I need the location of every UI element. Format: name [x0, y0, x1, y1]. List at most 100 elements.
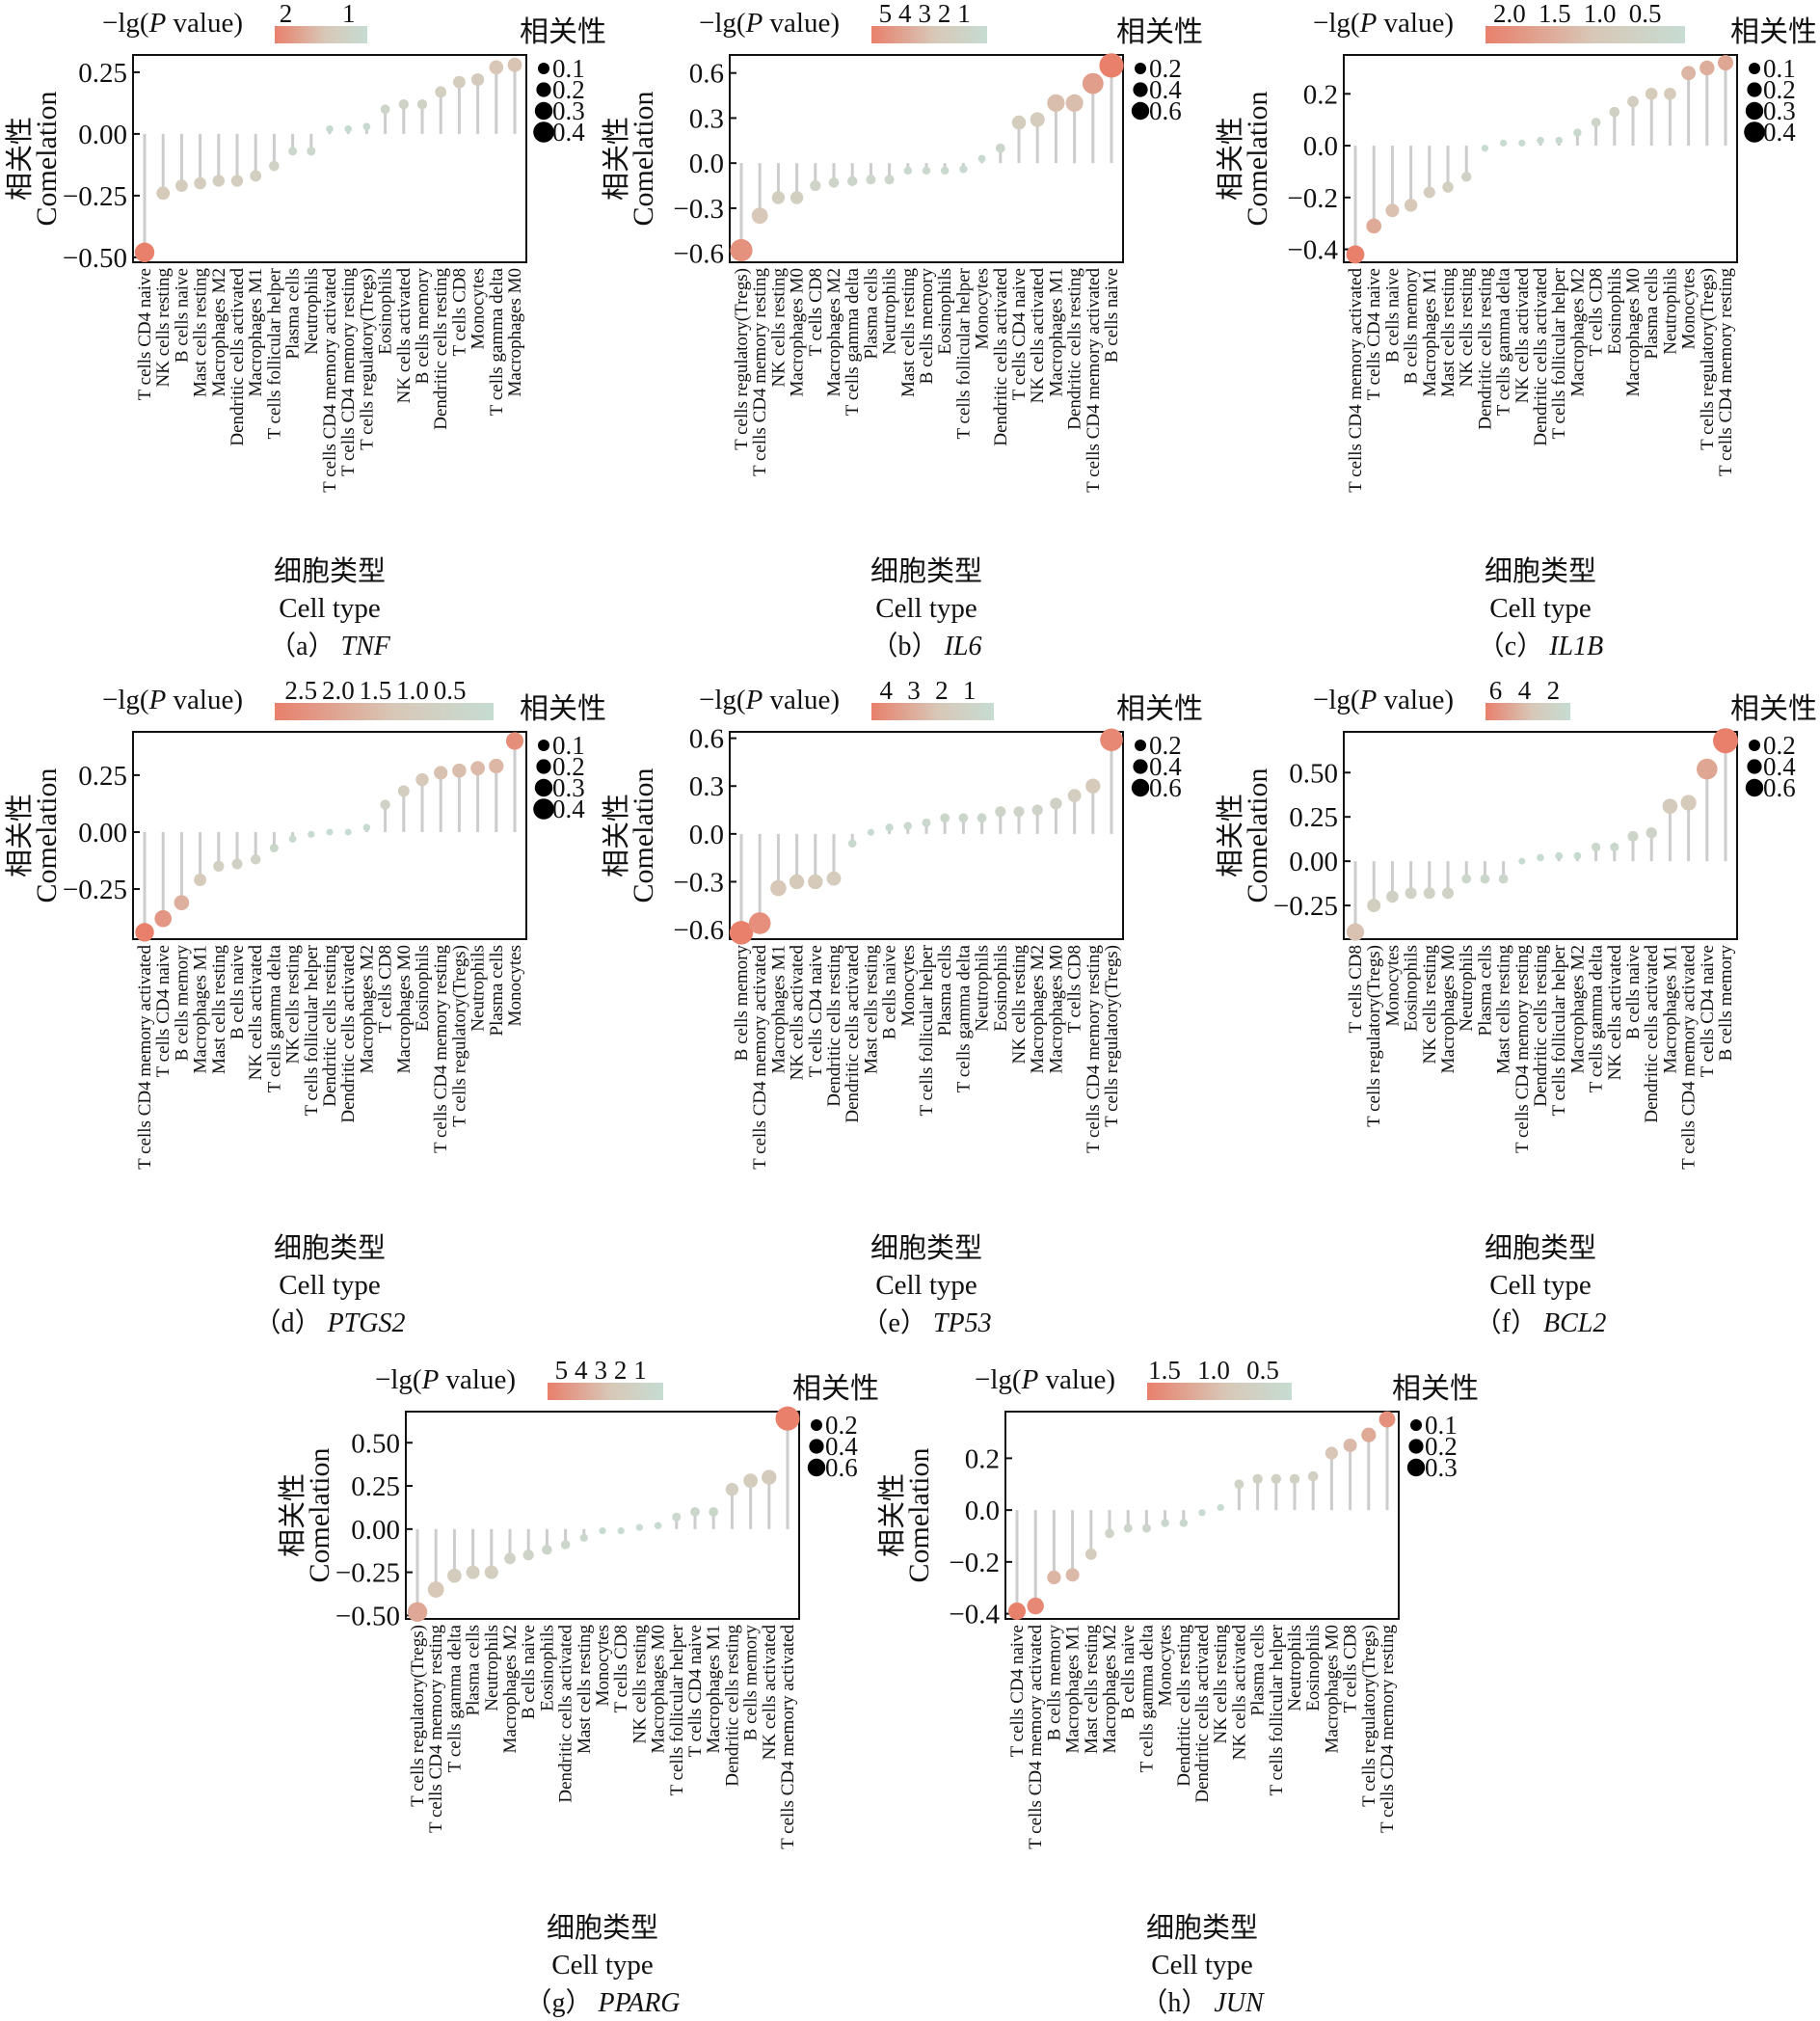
lollipop-dot — [1518, 857, 1526, 865]
lollipop-dot — [922, 818, 931, 827]
y-axis-title-en: Comelation — [628, 92, 659, 227]
colorbar — [548, 1383, 663, 1400]
x-tick-label: T cells follicular helper — [667, 1624, 687, 1795]
y-tick-label: 0.00 — [351, 1515, 400, 1546]
lollipop-dot — [326, 828, 334, 836]
lollipop-dot — [903, 166, 912, 175]
x-tick-label: T cells CD4 memory resting — [431, 945, 451, 1154]
lollipop-dot — [308, 830, 315, 838]
colorbar-tick-label: 2 — [1547, 676, 1561, 705]
x-tick-label: Macrophages M2 — [1028, 945, 1048, 1074]
x-tick-label: T cells gamma delta — [1137, 1624, 1157, 1772]
colorbar-tick-label: 0.5 — [434, 676, 467, 705]
lollipop-dot — [1346, 245, 1365, 264]
lollipop-dot — [959, 165, 968, 174]
size-legend-dot — [533, 798, 554, 820]
lollipop-dot — [231, 858, 243, 870]
y-axis-title-cn: 相关性 — [600, 794, 632, 877]
size-legend-label: 0.4 — [1763, 118, 1796, 147]
lollipop-dot — [1105, 1528, 1114, 1539]
x-tick-label: Eosinophils — [376, 268, 396, 355]
colorbar-title-p: P — [1021, 1364, 1039, 1395]
size-legend-dot — [811, 1419, 822, 1431]
x-tick-label: Macrophages M0 — [1322, 1625, 1342, 1754]
lollipop-dot — [1252, 1473, 1263, 1485]
size-legend-dot — [1747, 82, 1762, 97]
y-tick-label: −0.4 — [1287, 235, 1338, 266]
y-tick-label: 0.2 — [965, 1443, 1000, 1474]
size-legend-label: 0.2 — [825, 1411, 858, 1440]
colorbar-tick-label: 2.0 — [1493, 0, 1526, 28]
x-tick-label: Eosinophils — [413, 945, 433, 1032]
lollipop-dot — [1013, 806, 1025, 818]
x-tick-label: NK cells activated — [246, 945, 266, 1081]
colorbar-tick-label: 0.5 — [1629, 0, 1662, 28]
y-tick-label: −0.4 — [949, 1600, 1000, 1630]
lollipop-dot — [326, 124, 334, 133]
lollipop-dot — [1346, 923, 1365, 941]
x-tick-label: Dendritic cells activated — [556, 1625, 576, 1803]
x-tick-label: T cells CD4 naive — [806, 945, 826, 1077]
y-tick-label: 0.3 — [689, 771, 724, 802]
caption-close: ） — [1181, 1987, 1208, 2018]
lollipop-dot — [977, 813, 987, 823]
colorbar-title-suffix: value) — [763, 8, 840, 39]
caption-letter: h — [1167, 1988, 1181, 2018]
x-tick-label: T cells CD4 memory activated — [750, 945, 770, 1170]
colorbar-title-suffix: value) — [1377, 685, 1454, 715]
x-tick-label: Macrophages M0 — [505, 268, 525, 397]
x-tick-label: B cells memory — [1402, 268, 1422, 385]
lollipop-dot — [471, 72, 485, 87]
lollipop-dot — [1480, 874, 1490, 884]
lollipop-dot — [775, 1406, 800, 1431]
lollipop-dot — [212, 175, 225, 187]
size-legend-title: 相关性 — [1116, 15, 1203, 49]
x-axis-title-cn: 细胞类型 — [870, 554, 982, 587]
lollipop-dot — [1405, 887, 1417, 900]
lollipop-dot — [213, 860, 225, 872]
colorbar-tick-label: 2 — [280, 0, 293, 28]
lollipop-dot — [452, 763, 467, 778]
caption-letter: g — [551, 1988, 565, 2018]
lollipop-dot — [135, 923, 154, 942]
caption-letter: f — [1502, 1308, 1512, 1338]
x-tick-label: Dendritic cells activated — [1642, 945, 1662, 1123]
lollipop-dot — [522, 1549, 534, 1561]
lollipop-dot — [1367, 899, 1381, 913]
size-legend-label: 0.3 — [552, 96, 585, 125]
lollipop-dot — [1610, 842, 1619, 852]
x-tick-label: T cells CD8 — [376, 945, 396, 1033]
lollipop-dot — [885, 823, 894, 832]
lollipop-dot — [725, 1482, 739, 1496]
size-legend-dot — [1406, 1458, 1426, 1477]
colorbar-title-suffix: value) — [439, 1364, 516, 1395]
x-tick-label: Dendritic cells resting — [431, 268, 451, 430]
lollipop-dot — [174, 895, 190, 910]
colorbar-title: −lg(P value) — [1313, 8, 1454, 39]
y-tick-label: 0.00 — [78, 120, 127, 150]
x-tick-label: T cells CD4 memory resting — [338, 268, 359, 477]
x-tick-label: Dendritic cells resting — [1065, 268, 1085, 430]
x-tick-label: Macrophages M2 — [824, 268, 844, 397]
size-legend-dot — [1410, 1419, 1422, 1431]
x-tick-label: NK cells activated — [1512, 268, 1533, 404]
panel-caption: （g） PPARG — [524, 1987, 680, 2018]
x-axis-title-en: Cell type — [875, 593, 977, 624]
x-tick-label: T cells CD4 naive — [1364, 268, 1384, 400]
x-tick-label: T cells CD4 naive — [685, 1625, 706, 1757]
size-legend-label: 0.1 — [1425, 1411, 1458, 1440]
colorbar-tick-label: 4 — [879, 676, 893, 705]
x-tick-label: NK cells activated — [1229, 1625, 1249, 1761]
x-tick-label: Macrophages M1 — [704, 1625, 724, 1754]
colorbar-tick-label: 3 — [918, 0, 931, 28]
y-tick-label: −0.25 — [63, 181, 127, 212]
caption-open: （ — [269, 631, 296, 661]
lollipop-dot — [269, 843, 279, 852]
colorbar-tick-label: 2 — [935, 676, 949, 705]
x-tick-label: T cells gamma delta — [953, 944, 974, 1092]
colorbar-tick-label: 4 — [898, 0, 912, 28]
plot-frame — [1343, 54, 1738, 263]
x-tick-label: B cells naive — [172, 268, 192, 363]
x-tick-label: Monocytes — [898, 945, 919, 1026]
colorbar-title: −lg(P value) — [1313, 685, 1454, 715]
